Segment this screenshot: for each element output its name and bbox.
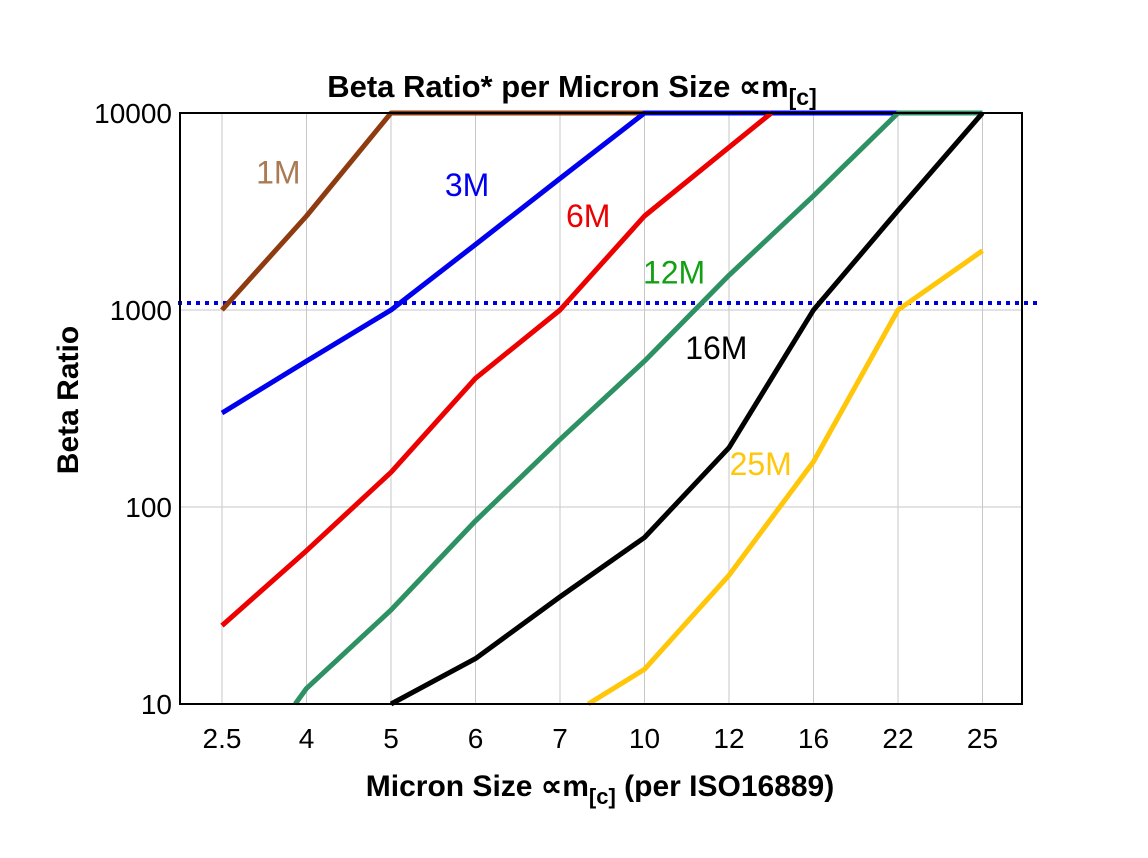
y-axis-title: Beta Ratio (52, 326, 85, 474)
x-tick-label-16: 16 (798, 723, 829, 754)
plot-border-layer (179, 112, 1023, 705)
y-tick-label-1000: 1000 (110, 295, 172, 326)
x-tick-label-5: 5 (383, 723, 399, 754)
series-line-16m (389, 111, 985, 707)
x-tick-label-4: 4 (299, 723, 315, 754)
series-labels: 1M 3M 6M 12M 16M 25M (256, 154, 792, 482)
y-tick-label-10: 10 (141, 689, 172, 720)
tick-labels: 2.5 4 5 6 7 10 12 16 22 25 10 100 1000 10000 (94, 98, 998, 754)
y-tick-label-10000: 10000 (94, 98, 172, 129)
series-line-25m (586, 248, 984, 707)
y-tick-label-100: 100 (125, 492, 172, 523)
series-label-3m: 3M (445, 167, 489, 203)
x-tick-label-22: 22 (882, 723, 913, 754)
series-label-12m: 12M (643, 255, 705, 291)
series-label-25m: 25M (730, 446, 792, 482)
plot-border (179, 112, 1023, 705)
gridlines (180, 113, 1022, 704)
series-label-1m: 1M (256, 154, 300, 190)
x-tick-label-6: 6 (468, 723, 484, 754)
x-tick-label-7: 7 (552, 723, 568, 754)
series-line-6m (220, 111, 773, 628)
x-tick-label-25: 25 (967, 723, 998, 754)
series-label-6m: 6M (566, 198, 610, 234)
x-tick-label-10: 10 (629, 723, 660, 754)
x-axis-title: Micron Size ∝m[c] (per ISO16889) (366, 770, 834, 809)
chart-title: Beta Ratio* per Micron Size ∝m[c] (327, 69, 817, 110)
x-tick-label-12: 12 (713, 723, 744, 754)
series-label-16m: 16M (685, 330, 747, 366)
series-line-12m (293, 110, 983, 706)
x-tick-label-2.5: 2.5 (203, 723, 242, 754)
